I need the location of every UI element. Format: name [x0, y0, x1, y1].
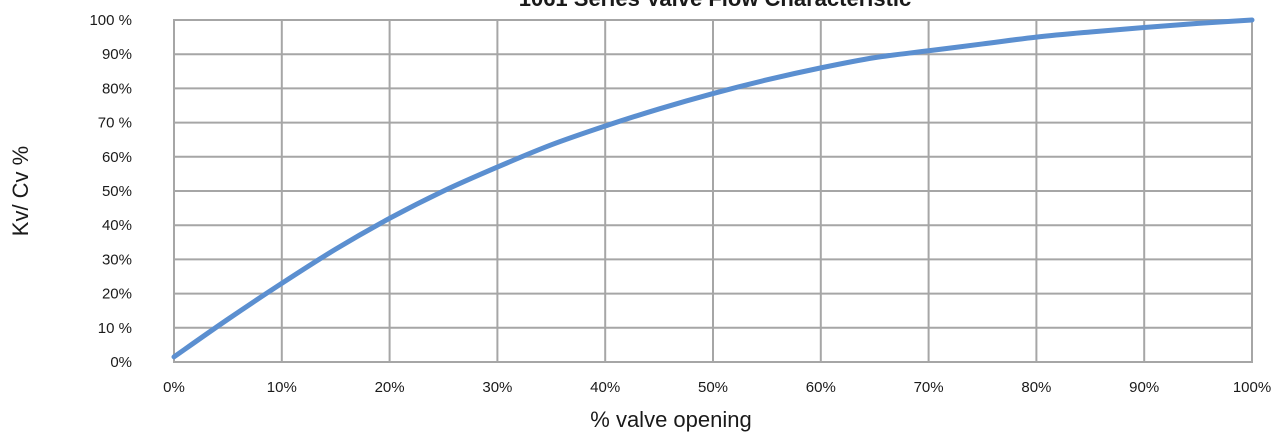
x-tick-label: 30% [482, 379, 512, 396]
y-tick-label: 100 % [89, 12, 132, 29]
y-tick-label: 70 % [98, 115, 132, 132]
y-tick-label: 10 % [98, 320, 132, 337]
y-tick-label: 90% [102, 46, 132, 63]
x-tick-label: 50% [698, 379, 728, 396]
y-tick-label: 80% [102, 80, 132, 97]
series-line-0 [171, 17, 1255, 360]
x-tick-label: 90% [1129, 379, 1159, 396]
x-tick-label: 0% [163, 379, 185, 396]
grid-layer [173, 19, 1253, 363]
y-axis-label: Kv/ Cv % [8, 146, 33, 236]
x-tick-label: 80% [1021, 379, 1051, 396]
y-axis-ticks: 0% 10 % 20% 30% 40% 50% 60% 70 % 80% 90% 100 % [89, 12, 132, 371]
x-axis-ticks: 0% 10% 20% 30% 40% 50% 60% 70% 80% 90% 100% [163, 379, 1271, 396]
chart-title: 1061 Series Valve Flow Characteristic [519, 0, 912, 11]
y-tick-label: 40% [102, 217, 132, 234]
x-tick-label: 20% [375, 379, 405, 396]
y-tick-label: 30% [102, 251, 132, 268]
x-tick-label: 60% [806, 379, 836, 396]
x-tick-label: 10% [267, 379, 297, 396]
y-tick-label: 50% [102, 183, 132, 200]
x-tick-label: 40% [590, 379, 620, 396]
x-tick-label: 100% [1233, 379, 1271, 396]
x-tick-label: 70% [914, 379, 944, 396]
y-tick-label: 0% [110, 354, 132, 371]
y-tick-label: 20% [102, 286, 132, 303]
x-axis-label: % valve opening [590, 407, 751, 432]
series-layer [171, 17, 1255, 360]
y-tick-label: 60% [102, 149, 132, 166]
plot-area-border [173, 19, 1253, 363]
